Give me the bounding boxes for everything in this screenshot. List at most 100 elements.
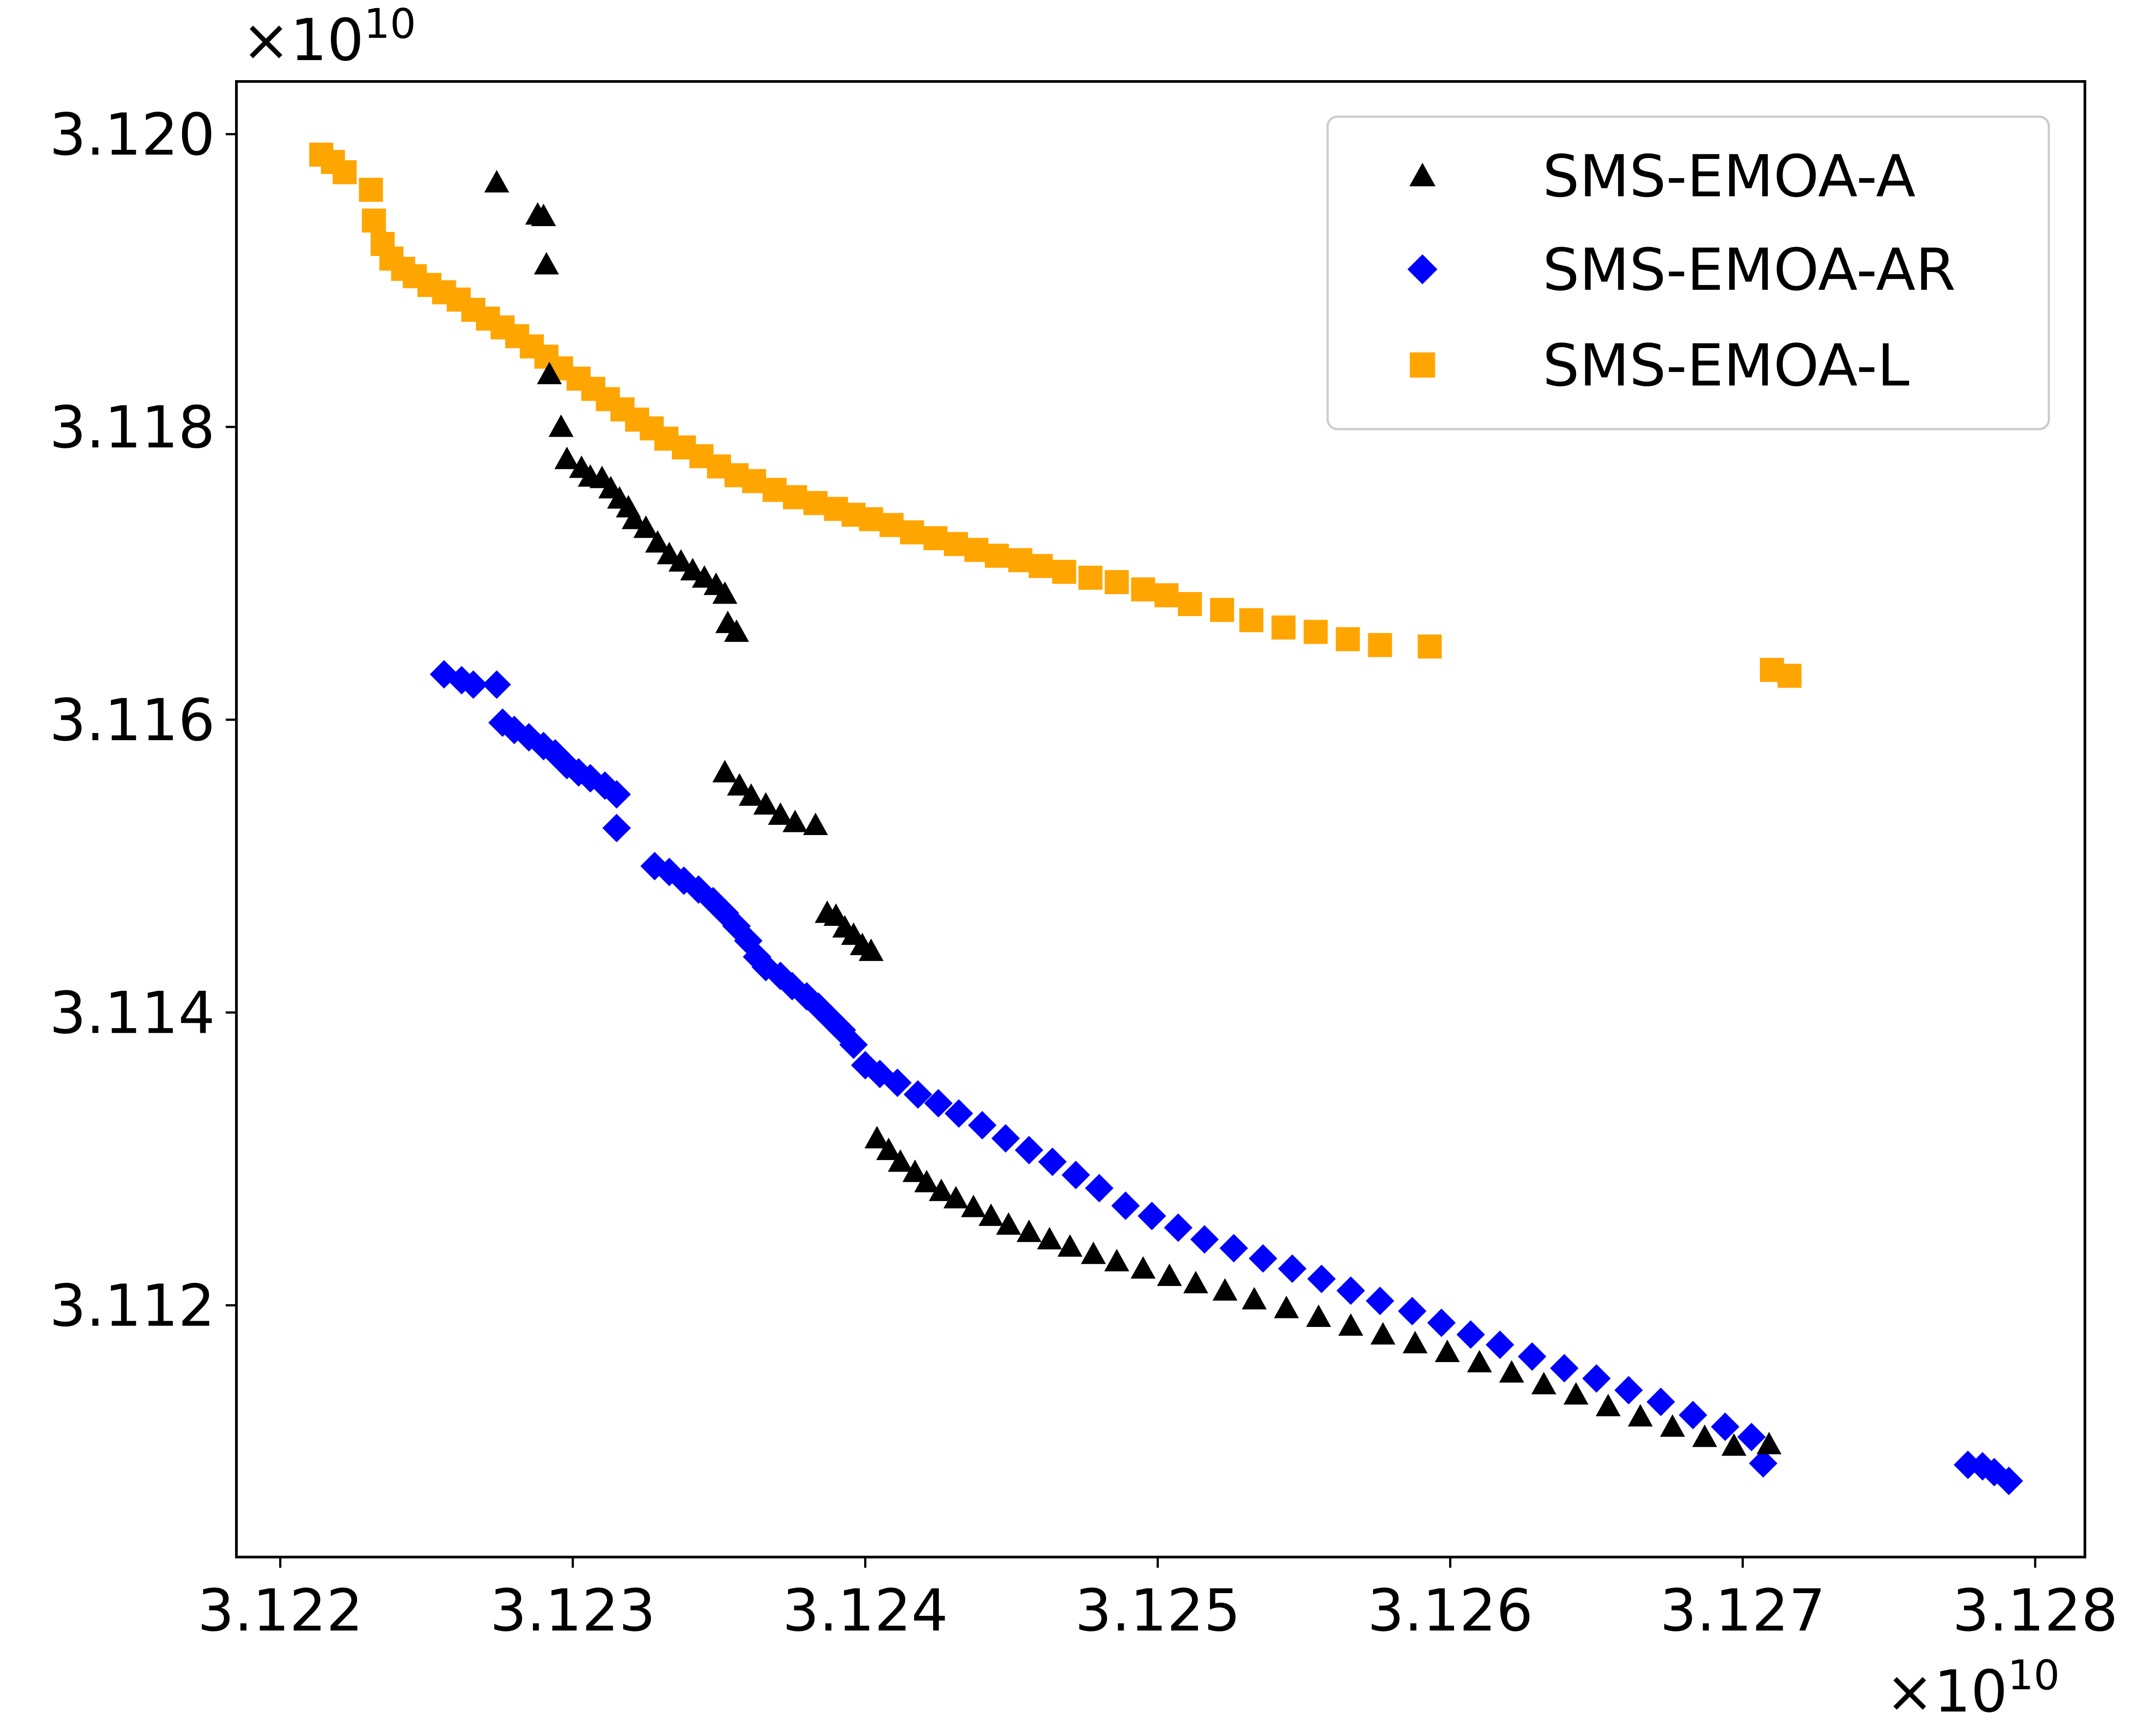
triangle-marker-point	[680, 558, 705, 580]
x-tick-label: 3.123	[490, 1577, 655, 1644]
legend-triangle-marker	[1409, 162, 1436, 187]
triangle-marker-point	[531, 203, 556, 226]
triangle-marker-point	[978, 1203, 1003, 1226]
triangle-marker-point	[1721, 1433, 1747, 1456]
x-tick-label: 3.126	[1367, 1577, 1533, 1644]
square-marker-point	[1210, 598, 1234, 622]
square-marker-point	[359, 178, 383, 202]
diamond-marker-point	[1111, 1191, 1140, 1220]
square-marker-point	[1008, 548, 1032, 572]
square-marker-point	[742, 469, 766, 493]
legend-diamond-marker	[1407, 254, 1438, 284]
y-tick-label: 3.114	[49, 979, 215, 1047]
triangle-marker-point	[1104, 1249, 1129, 1272]
triangle-marker-point	[1660, 1414, 1685, 1437]
x-tick-label: 3.124	[782, 1577, 948, 1644]
triangle-marker-point	[657, 542, 682, 564]
diamond-marker-point	[602, 780, 631, 809]
triangle-marker-point	[1531, 1371, 1556, 1395]
diamond-marker-point	[1646, 1387, 1675, 1416]
legend-entry-sms-emoa-ar[interactable]: SMS-EMOA-AR	[1407, 236, 1956, 304]
legend[interactable]: SMS-EMOA-A SMS-EMOA-AR SMS-EMOA-L	[1326, 115, 2050, 430]
x-tick-label: 3.125	[1075, 1577, 1240, 1644]
triangle-marker-point	[864, 1126, 890, 1148]
triangle-marker-point	[1057, 1234, 1083, 1257]
square-marker-point	[944, 532, 968, 556]
square-marker-point	[362, 208, 386, 233]
diamond-marker-point	[1614, 1376, 1643, 1405]
diamond-marker-point	[1710, 1412, 1739, 1441]
square-marker-point	[333, 160, 357, 184]
triangle-marker-point	[1274, 1295, 1299, 1318]
diamond-marker-point	[1749, 1449, 1778, 1478]
square-marker-point	[964, 538, 989, 562]
legend-box	[1326, 115, 2050, 430]
triangle-marker-point	[1434, 1339, 1460, 1362]
legend-entry-sms-emoa-l[interactable]: SMS-EMOA-L	[1410, 332, 1909, 399]
square-marker-point	[1131, 577, 1155, 602]
data-points	[309, 142, 2023, 1495]
diamond-marker-point	[1061, 1160, 1090, 1189]
diamond-marker-point	[839, 1030, 868, 1059]
triangle-marker-point	[1037, 1227, 1062, 1249]
triangle-marker-point	[1467, 1350, 1492, 1373]
series-sms-emoa-ar	[430, 660, 2023, 1495]
legend-label: SMS-EMOA-A	[1543, 142, 1916, 210]
diamond-marker-point	[968, 1111, 997, 1140]
legend-entry-sms-emoa-a[interactable]: SMS-EMOA-A	[1409, 142, 1916, 210]
triangle-marker-point	[1183, 1271, 1208, 1294]
triangle-marker-point	[1242, 1287, 1267, 1310]
legend-label: SMS-EMOA-AR	[1543, 236, 1956, 304]
triangle-marker-point	[536, 361, 562, 385]
diamond-marker-point	[1427, 1308, 1456, 1337]
triangle-marker-point	[1157, 1263, 1182, 1286]
diamond-marker-point	[1486, 1330, 1515, 1359]
square-marker-point	[879, 513, 904, 537]
triangle-marker-point	[727, 773, 752, 796]
plot-frame	[235, 80, 2086, 1558]
diamond-marker-point	[1678, 1400, 1707, 1429]
triangle-marker-point	[645, 530, 670, 553]
triangle-marker-point	[943, 1186, 969, 1209]
triangle-marker-point	[996, 1212, 1021, 1235]
square-marker-point	[1368, 633, 1392, 657]
diamond-marker-point	[1138, 1201, 1166, 1230]
square-marker-point	[859, 507, 883, 531]
square-marker-point	[1078, 565, 1103, 590]
square-marker-point	[1154, 583, 1179, 608]
triangle-marker-point	[858, 938, 884, 961]
diamond-marker-point	[1337, 1276, 1365, 1305]
triangle-marker-point	[888, 1149, 913, 1172]
square-marker-point	[1418, 634, 1442, 659]
diamond-marker-point	[1456, 1320, 1485, 1349]
diamond-marker-point	[903, 1080, 932, 1109]
diamond-marker-point	[1278, 1254, 1307, 1283]
square-marker-point	[762, 478, 787, 502]
triangle-marker-point	[534, 252, 559, 275]
y-axis: 3.112 3.114 3.116 3.118 3.120	[49, 101, 236, 1339]
triangle-marker-point	[739, 783, 764, 806]
diamond-marker-point	[602, 814, 631, 843]
triangle-marker-point	[692, 565, 717, 588]
triangle-marker-point	[548, 414, 574, 437]
triangle-marker-point	[712, 760, 738, 783]
diamond-marker-point	[924, 1089, 953, 1118]
square-marker-point	[803, 491, 828, 515]
diamond-marker-point	[1190, 1225, 1219, 1254]
diamond-marker-point	[1398, 1297, 1426, 1326]
triangle-marker-point	[1016, 1219, 1042, 1242]
square-marker-point	[1105, 570, 1129, 594]
diamond-marker-point	[1015, 1136, 1044, 1164]
diamond-marker-point	[1085, 1174, 1114, 1203]
diamond-marker-point	[1164, 1213, 1193, 1242]
triangle-marker-point	[484, 170, 509, 193]
y-tick-label: 3.116	[49, 686, 215, 754]
triangle-marker-point	[633, 515, 658, 538]
square-marker-point	[1239, 608, 1264, 633]
diamond-marker-point	[482, 670, 511, 699]
series-sms-emoa-l	[309, 142, 1802, 688]
legend-label: SMS-EMOA-L	[1543, 332, 1909, 399]
triangle-marker-point	[1212, 1278, 1238, 1301]
triangle-marker-point	[929, 1178, 954, 1201]
